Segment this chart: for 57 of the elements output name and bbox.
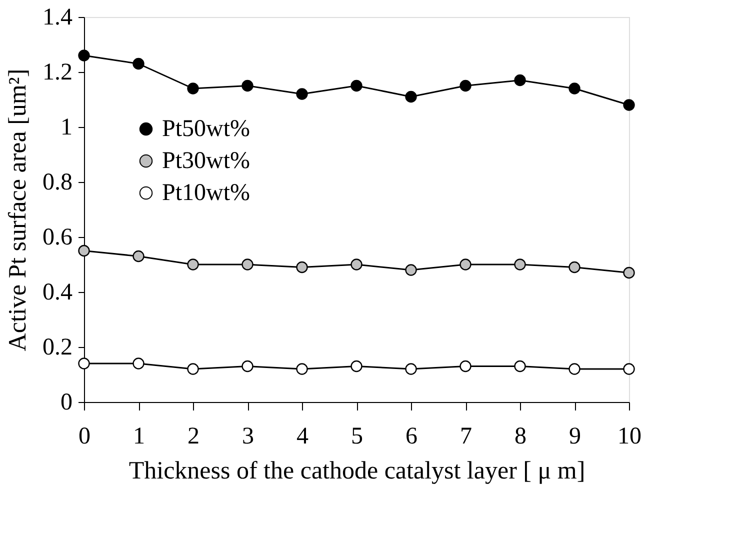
x-tick-label: 1 (133, 424, 145, 450)
x-tick-label: 6 (406, 424, 418, 450)
point (514, 74, 526, 86)
point (78, 244, 90, 257)
y-tick-label: 0.8 (42, 170, 72, 196)
point (78, 358, 90, 370)
y-tick-label: 1 (60, 114, 72, 140)
point (296, 363, 308, 375)
x-tick-label: 7 (460, 424, 472, 450)
x-tick-label: 5 (351, 424, 363, 450)
x-tick-label: 9 (569, 424, 581, 450)
point (514, 360, 526, 372)
point (460, 80, 472, 92)
point (187, 258, 199, 270)
y-tick-label: 0 (60, 390, 72, 416)
x-tick-label: 2 (188, 424, 200, 450)
point (242, 360, 254, 372)
point (568, 261, 580, 274)
y-tick-label: 0.2 (42, 334, 72, 360)
x-tick-label: 10 (618, 424, 642, 450)
point (460, 360, 472, 372)
point (623, 99, 635, 111)
point (78, 50, 90, 62)
point (514, 258, 526, 270)
point (405, 90, 417, 103)
point (132, 358, 144, 370)
point (187, 363, 199, 375)
legend-label: Pt50wt% (162, 116, 250, 142)
point (296, 88, 308, 100)
x-tick-label: 3 (242, 424, 254, 450)
point (623, 266, 635, 279)
point (242, 258, 254, 270)
y-axis-title: Active Pt surface area [um²] (4, 68, 32, 352)
point (296, 261, 308, 274)
x-axis-title: Thickness of the cathode catalyst layer [ μ m] (128, 458, 586, 484)
point (623, 363, 635, 375)
y-tick-label: 0.4 (42, 280, 72, 306)
point (350, 360, 362, 372)
point (350, 80, 362, 92)
point (405, 264, 417, 276)
point (132, 58, 144, 70)
legend-label: Pt10wt% (162, 180, 250, 206)
y-tick-label: 1.4 (42, 4, 72, 30)
point (350, 258, 362, 270)
legend-label: Pt30wt% (162, 148, 250, 174)
point (187, 82, 199, 94)
point (242, 80, 254, 92)
point (568, 82, 580, 94)
x-tick-label: 8 (514, 424, 526, 450)
y-tick-label: 1.2 (42, 60, 72, 86)
point (405, 363, 417, 375)
y-tick-label: 0.6 (42, 224, 72, 250)
x-tick-label: 0 (78, 424, 90, 450)
point (132, 250, 144, 262)
x-tick-label: 4 (296, 424, 308, 450)
point (460, 258, 472, 270)
point (568, 363, 580, 375)
